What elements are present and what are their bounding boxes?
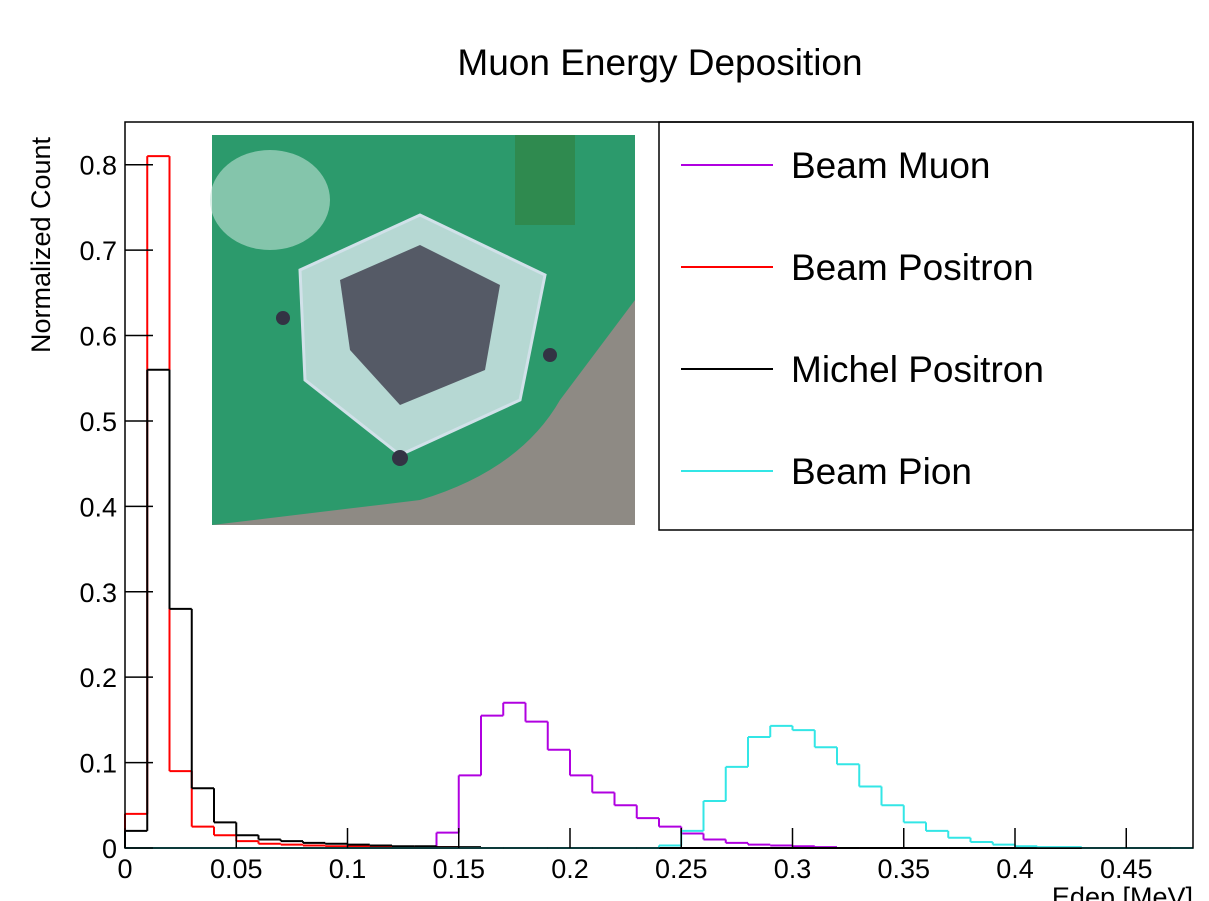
- legend-label: Beam Muon: [791, 145, 991, 186]
- legend-label: Michel Positron: [791, 349, 1044, 390]
- histogram-series: [125, 701, 1193, 849]
- histogram-series: [125, 724, 1193, 849]
- chart-title: Muon Energy Deposition: [457, 42, 862, 83]
- x-axis-label: Edep [MeV]: [1052, 882, 1193, 901]
- x-tick-label: 0.3: [774, 854, 812, 884]
- y-axis-label: Normalized Count: [26, 136, 56, 353]
- y-tick-label: 0.5: [79, 407, 117, 437]
- x-tick-label: 0.1: [329, 854, 367, 884]
- y-tick-label: 0.2: [79, 663, 117, 693]
- legend-label: Beam Positron: [791, 247, 1034, 288]
- inset-photo: [210, 135, 635, 525]
- x-tick-label: 0.35: [877, 854, 930, 884]
- y-tick-label: 0.7: [79, 236, 117, 266]
- x-tick-label: 0: [117, 854, 132, 884]
- y-tick-label: 0: [102, 834, 117, 864]
- legend-box: [658, 121, 1194, 531]
- y-tick-label: 0.4: [79, 492, 117, 522]
- x-tick-label: 0.25: [655, 854, 708, 884]
- y-tick-label: 0.8: [79, 151, 117, 181]
- x-tick-label: 0.45: [1100, 854, 1153, 884]
- legend-label: Beam Pion: [791, 451, 972, 492]
- y-tick-label: 0.6: [79, 322, 117, 352]
- x-tick-label: 0.2: [551, 854, 589, 884]
- plot-frame: [124, 121, 1194, 849]
- x-tick-label: 0.05: [210, 854, 263, 884]
- x-tick-label: 0.4: [996, 854, 1034, 884]
- y-tick-label: 0.3: [79, 578, 117, 608]
- y-tick-label: 0.1: [79, 749, 117, 779]
- x-tick-label: 0.15: [432, 854, 485, 884]
